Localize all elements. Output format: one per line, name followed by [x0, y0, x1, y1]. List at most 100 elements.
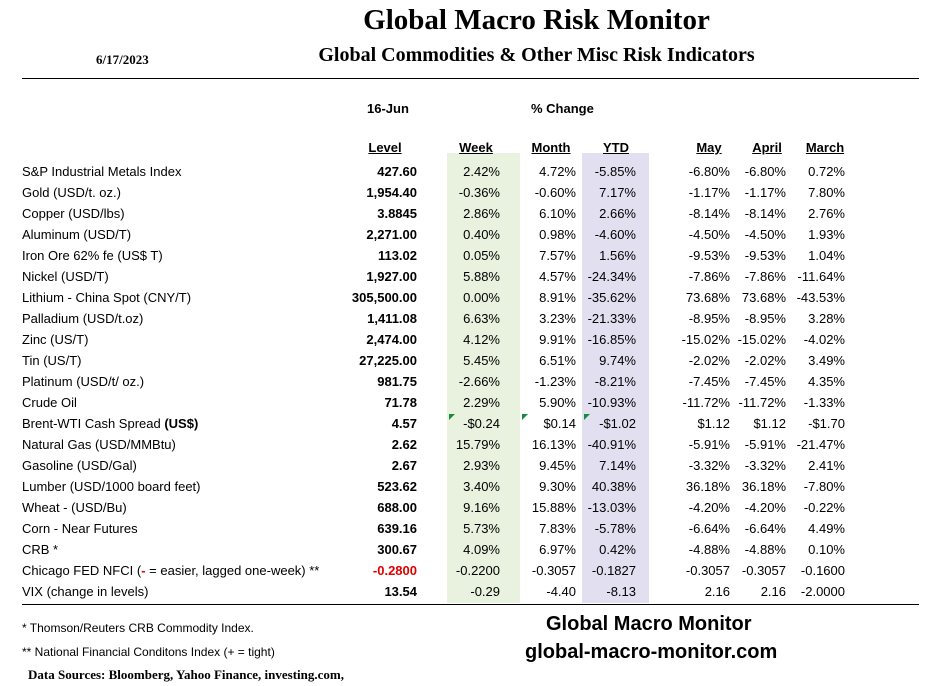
cell-may: -9.53%: [688, 248, 730, 263]
cell-level: 688.00: [377, 500, 417, 515]
cell-month: 0.98%: [539, 227, 576, 242]
row-label: CRB *: [22, 542, 59, 557]
cell-april: -4.50%: [744, 227, 786, 242]
cell-month: 9.91%: [539, 332, 576, 347]
cell-level: -0.2800: [372, 563, 417, 578]
cell-level: 2.62: [391, 437, 417, 452]
report-subtitle: Global Commodities & Other Misc Risk Ind…: [318, 44, 755, 66]
cell-april: 36.18%: [741, 479, 786, 494]
cell-month: 9.45%: [539, 458, 576, 473]
cell-april: -11.72%: [738, 395, 786, 410]
cell-ytd: 2.66%: [599, 206, 636, 221]
row-label: Crude Oil: [22, 395, 77, 410]
cell-march: -$1.70: [808, 416, 845, 431]
table-row: Crude Oil 71.78 2.29% 5.90% -10.93% -11.72% -1…: [0, 393, 928, 414]
table-row: Nickel (USD/T) 1,927.00 5.88% 4.57% -24.34% -…: [0, 267, 928, 288]
row-label: Aluminum (USD/T): [22, 227, 132, 242]
cell-march: -1.33%: [803, 395, 845, 410]
cell-april: -8.14%: [744, 206, 786, 221]
row-label: Chicago FED NFCI (- = easier, lagged one…: [22, 563, 319, 578]
table-row: VIX (change in levels) 13.54 -0.29 -4.40 -8.…: [0, 582, 928, 603]
cell-may: -7.45%: [688, 374, 730, 389]
cell-march: -43.53%: [796, 290, 845, 305]
cell-month: 4.57%: [539, 269, 576, 284]
cell-april: -2.02%: [744, 353, 786, 368]
row-label-unit: (US$): [164, 416, 199, 431]
comment-indicator-week: [449, 414, 455, 420]
table-row: Natural Gas (USD/MMBtu) 2.62 15.79% 16.13% -…: [0, 435, 928, 456]
cell-week: 2.93%: [463, 458, 500, 473]
cell-april: 73.68%: [741, 290, 786, 305]
cell-march: 1.04%: [808, 248, 845, 263]
cell-march: 7.80%: [808, 185, 845, 200]
table-row: Platinum (USD/t/ oz.) 981.75 -2.66% -1.23% -…: [0, 372, 928, 393]
table-row: Wheat - (USD/Bu) 688.00 9.16% 15.88% -13.03%…: [0, 498, 928, 519]
table-row: Gasoline (USD/Gal) 2.67 2.93% 9.45% 7.14% -3.…: [0, 456, 928, 477]
cell-ytd: 7.17%: [599, 185, 636, 200]
cell-level: 113.02: [377, 248, 417, 263]
week-column-shading: [447, 153, 520, 603]
column-header-month: Month: [531, 140, 571, 155]
pct-change-header: % Change: [531, 101, 594, 116]
cell-may: -4.88%: [688, 542, 730, 557]
cell-month: -0.60%: [534, 185, 576, 200]
cell-month: 7.83%: [539, 521, 576, 536]
cell-may: -11.72%: [682, 395, 730, 410]
cell-week: 3.40%: [463, 479, 500, 494]
cell-ytd: 9.74%: [599, 353, 636, 368]
row-label-minus-sign: -: [141, 563, 146, 578]
cell-ytd: 1.56%: [599, 248, 636, 263]
column-header-week: Week: [459, 140, 493, 155]
cell-month: $0.14: [543, 416, 576, 431]
cell-may: 73.68%: [685, 290, 730, 305]
cell-week: -0.29: [470, 584, 500, 599]
row-label-part: = easier, lagged one-week) **: [145, 563, 320, 578]
cell-ytd: -21.33%: [587, 311, 636, 326]
table-row: Zinc (US/T) 2,474.00 4.12% 9.91% -16.85% -15.…: [0, 330, 928, 351]
cell-week: 4.09%: [463, 542, 500, 557]
cell-week: 0.05%: [463, 248, 500, 263]
cell-month: 4.72%: [539, 164, 576, 179]
cell-month: 16.13%: [531, 437, 576, 452]
cell-april: $1.12: [753, 416, 786, 431]
cell-level: 3.8845: [377, 206, 417, 221]
report-date: 6/17/2023: [96, 52, 149, 67]
cell-week: -0.36%: [458, 185, 500, 200]
cell-march: 1.93%: [808, 227, 845, 242]
cell-may: 2.16: [704, 584, 730, 599]
cell-march: -11.64%: [797, 269, 845, 284]
ytd-column-shading: [582, 153, 649, 603]
level-date-header: 16-Jun: [367, 101, 409, 116]
comment-indicator-month: [522, 414, 528, 420]
cell-week: 4.12%: [463, 332, 500, 347]
row-label: Platinum (USD/t/ oz.): [22, 374, 145, 389]
cell-ytd: -24.34%: [587, 269, 636, 284]
top-divider: [22, 78, 919, 79]
cell-april: -8.95%: [744, 311, 786, 326]
cell-may: -8.14%: [688, 206, 730, 221]
row-label: Corn - Near Futures: [22, 521, 138, 536]
cell-level: 305,500.00: [351, 290, 417, 305]
cell-week: 2.42%: [463, 164, 500, 179]
cell-march: 0.72%: [808, 164, 845, 179]
cell-april: -4.20%: [744, 500, 786, 515]
cell-ytd: -5.85%: [594, 164, 636, 179]
row-label: Zinc (US/T): [22, 332, 89, 347]
cell-level: 639.16: [377, 521, 417, 536]
cell-march: -7.80%: [803, 479, 845, 494]
cell-month: -1.23%: [534, 374, 576, 389]
cell-month: 6.10%: [539, 206, 576, 221]
row-label-part: Brent-WTI Cash Spread: [22, 416, 165, 431]
table-row: Brent-WTI Cash Spread (US$) 4.57 -$0.24 $0.…: [0, 414, 928, 435]
cell-month: 8.91%: [539, 290, 576, 305]
cell-march: -4.02%: [803, 332, 845, 347]
bottom-divider: [22, 604, 919, 605]
table-row: Chicago FED NFCI (- = easier, lagged one…: [0, 561, 928, 582]
cell-month: 3.23%: [539, 311, 576, 326]
cell-april: -6.64%: [744, 521, 786, 536]
cell-may: -5.91%: [688, 437, 730, 452]
cell-level: 1,954.40: [366, 185, 417, 200]
cell-month: 15.88%: [531, 500, 576, 515]
table-row: S&P Industrial Metals Index 427.60 2.42% 4.…: [0, 162, 928, 183]
row-label: Nickel (USD/T): [22, 269, 109, 284]
